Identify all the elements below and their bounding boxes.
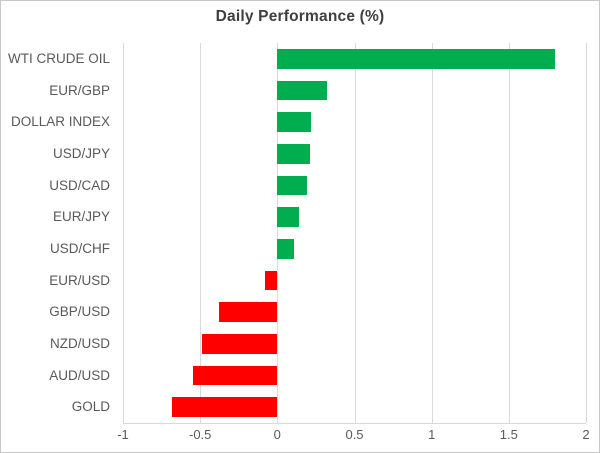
bar-gold	[172, 397, 278, 417]
bar-eur-jpy	[277, 207, 299, 227]
bar-usd-chf	[277, 239, 295, 259]
category-label: EUR/GBP	[49, 82, 110, 98]
bar-eur-gbp	[277, 80, 327, 101]
bar-wti-crude-oil	[277, 49, 556, 69]
category-label: EUR/USD	[49, 272, 110, 288]
category-label: EUR/JPY	[52, 209, 110, 225]
x-tick-label: 0.5	[345, 427, 364, 442]
category-label: GOLD	[71, 399, 110, 415]
category-axis: WTI CRUDE OIL EUR/GBP DOLLAR INDEX USD/JPY U…	[1, 43, 110, 423]
bar-gbp-usd	[218, 302, 278, 322]
x-tick-label: 2	[582, 427, 590, 442]
category-label: DOLLAR INDEX	[10, 114, 110, 130]
x-tick-label: -1	[117, 427, 129, 442]
x-tick-label: 1.5	[499, 427, 518, 442]
gridline	[586, 43, 587, 423]
bar-nzd-usd	[201, 334, 278, 354]
plot-area	[123, 43, 587, 424]
bar-dollar-index	[277, 112, 312, 132]
gridline	[508, 43, 510, 423]
bar-usd-jpy	[277, 144, 310, 164]
category-label: USD/JPY	[52, 146, 110, 161]
gridline	[431, 43, 433, 423]
category-label: GBP/USD	[49, 304, 110, 320]
category-label: USD/CAD	[49, 177, 110, 193]
category-label: WTI CRUDE OIL	[7, 51, 110, 66]
gridline	[354, 43, 356, 423]
gridline	[123, 43, 124, 423]
bar-aud-usd	[192, 365, 278, 386]
chart-title: Daily Performance (%)	[215, 8, 385, 25]
x-tick-label: 0	[273, 427, 281, 442]
bar-usd-cad	[277, 175, 307, 196]
category-label: USD/CHF	[50, 241, 110, 256]
x-tick-label: 1	[428, 427, 436, 442]
bar-eur-usd	[265, 270, 278, 291]
x-axis: -1 -0.5 0 0.5 1 1.5 2	[117, 427, 590, 447]
gridline	[200, 43, 202, 423]
x-tick-label: -0.5	[188, 427, 212, 442]
category-label: NZD/USD	[50, 336, 110, 351]
category-label: AUD/USD	[49, 367, 110, 383]
zero-axis-line	[277, 43, 279, 423]
